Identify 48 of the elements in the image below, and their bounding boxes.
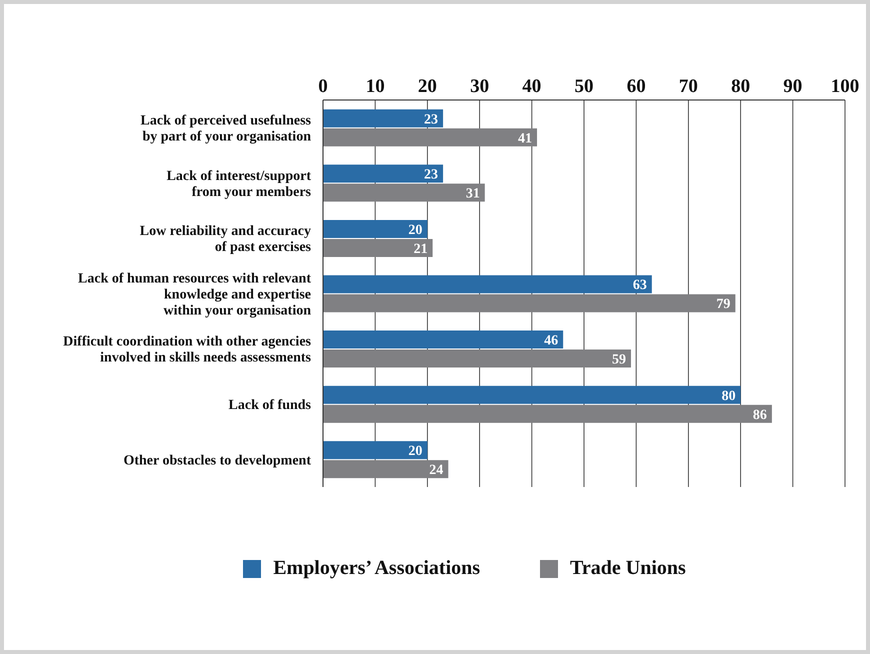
data-label: 59: [612, 352, 626, 368]
data-label: 41: [518, 131, 532, 146]
bar: [323, 386, 741, 404]
y-tick-label: Other obstacles to development: [123, 453, 312, 468]
legend-label: Employers’ Associations: [273, 557, 480, 580]
x-tick-label: 10: [366, 76, 385, 97]
data-label: 63: [632, 278, 647, 294]
x-tick-label: 40: [522, 76, 542, 97]
bar: [323, 164, 444, 183]
x-tick-label: 20: [418, 76, 437, 97]
data-label: 79: [716, 297, 730, 312]
data-label: 23: [424, 112, 438, 128]
data-label: 86: [752, 408, 767, 423]
x-tick-label: 90: [783, 76, 802, 97]
y-tick-label: Lack of funds: [228, 398, 312, 413]
x-tick-label: 50: [574, 76, 594, 97]
bar: [323, 330, 564, 349]
bar: [323, 275, 652, 294]
y-tick-label: Lack of interest/support from your members: [166, 168, 312, 200]
bar: [323, 404, 772, 423]
data-label: 31: [466, 186, 480, 202]
legend-label: Trade Unions: [570, 557, 686, 580]
bar: [323, 128, 538, 146]
bar: [323, 220, 428, 238]
x-tick-label: 0: [318, 76, 328, 97]
x-tick-label: 80: [731, 76, 750, 97]
data-label: 24: [429, 463, 444, 478]
bar: [323, 350, 631, 368]
x-tick-label: 100: [830, 76, 860, 97]
data-label: 20: [408, 444, 422, 460]
data-label: 23: [424, 168, 438, 183]
bar: [323, 460, 448, 478]
bar: [323, 294, 736, 312]
bar: [323, 184, 485, 202]
data-label: 20: [408, 222, 422, 238]
data-label: 21: [414, 242, 428, 257]
y-tick-label: Difficult coordination with other agencies involved in skills needs assessments: [63, 334, 312, 366]
y-tick-label: Lack of perceived usefulness by part of your organisation: [140, 114, 312, 145]
y-tick-label: Low reliability and accuracy of past exercises: [140, 224, 312, 256]
bar: [323, 238, 433, 257]
x-tick-label: 70: [678, 76, 698, 97]
data-label: 46: [544, 334, 558, 349]
y-tick-label: Lack of human resources with relevant knowledge and expertise within your organisation: [78, 271, 312, 318]
x-tick-label: 60: [626, 76, 646, 97]
data-label: 80: [722, 388, 736, 404]
bar: [323, 441, 428, 460]
bar: [323, 109, 444, 128]
x-tick-label: 30: [470, 76, 490, 97]
